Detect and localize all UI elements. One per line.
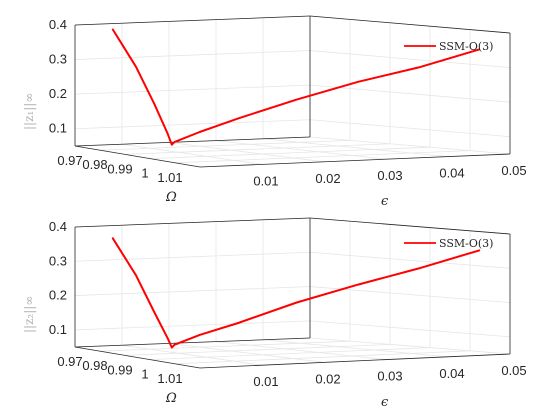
epsilon-tick-label: 0.01: [253, 173, 278, 188]
gridline-epsilon: [168, 142, 325, 163]
gridline-epsilon: [215, 341, 387, 360]
gridline-epsilon: [262, 138, 449, 157]
epsilon-tick-label: 0.05: [501, 363, 526, 378]
gridline-epsilon: [309, 136, 511, 155]
epsilon-axis-line: [199, 153, 511, 168]
gridline-z: [309, 251, 511, 269]
data-curves: [111, 237, 481, 349]
gridline-epsilon: [121, 143, 263, 165]
epsilon-tick-label: 0.01: [253, 374, 278, 389]
legend-label: SSM-O(3): [439, 237, 493, 250]
gridline-omega: [124, 344, 391, 356]
epsilon-tick-label: 0.04: [439, 166, 464, 181]
epsilon-axis-line: [199, 353, 511, 369]
gridline-z: [309, 119, 511, 138]
box-edge: [74, 217, 311, 228]
omega-axis-label: Ω: [165, 190, 177, 205]
gridline-z: [74, 320, 311, 331]
omega-axis-label: Ω: [165, 391, 177, 406]
omega-tick-label: 0.99: [107, 362, 132, 377]
gridline-omega: [99, 140, 351, 151]
gridline-z: [309, 320, 511, 338]
gridline-epsilon: [262, 339, 449, 358]
epsilon-tick-label: 0.03: [377, 168, 402, 183]
gridline-omega: [149, 347, 431, 360]
gridline-epsilon: [121, 344, 263, 366]
box-edge: [309, 217, 511, 235]
omega-axis-line: [74, 346, 201, 369]
omega-tick-label: 1: [141, 166, 148, 181]
omega-tick-label: 0.98: [82, 157, 107, 172]
box-edge: [309, 15, 511, 34]
gridline-omega: [149, 146, 431, 159]
omega-tick-label: 1: [141, 367, 148, 382]
legend: SSM-O(3): [404, 237, 493, 250]
gridline-omega: [99, 340, 351, 352]
box-edge: [74, 15, 311, 26]
gridline-z: [74, 251, 311, 262]
grid-lines: [74, 15, 511, 165]
omega-axis-line: [74, 145, 201, 168]
box-edge: [74, 337, 311, 348]
legend: SSM-O(3): [404, 40, 493, 53]
axes-box: [74, 15, 511, 168]
gridline-omega: [124, 143, 391, 155]
z2-norm-axis-label: ||z₂||∞: [22, 296, 36, 333]
data-curves: [111, 28, 481, 146]
tick-labels: 0.1 0.2 0.3 0.4 0.97 0.98 0.99 1 1.01 0.01 0.02 0.0…: [49, 219, 527, 389]
epsilon-axis-label: ϵ: [381, 395, 389, 410]
gridline-epsilon: [215, 140, 387, 160]
z1-norm-axis-label: ||z₁||∞: [22, 93, 36, 130]
omega-tick-label: 1.01: [157, 170, 182, 185]
z-tick-label: 0.3: [49, 52, 67, 67]
gridline-z: [74, 50, 311, 60]
epsilon-tick-label: 0.02: [315, 171, 340, 186]
gridline-z: [309, 50, 511, 68]
omega-tick-label: 0.97: [57, 153, 82, 168]
z-tick-label: 0.3: [49, 253, 67, 268]
z-tick-label: 0.2: [49, 86, 67, 101]
omega-tick-label: 0.98: [82, 358, 107, 373]
gridline-epsilon: [309, 337, 511, 355]
legend-label: SSM-O(3): [439, 40, 493, 53]
gridline-omega: [174, 150, 471, 164]
z-tick-label: 0.4: [49, 17, 67, 32]
gridline-z: [74, 286, 311, 296]
gridline-epsilon: [168, 343, 325, 363]
omega-tick-label: 1.01: [157, 371, 182, 386]
axes-box: [74, 217, 511, 369]
box-edge: [74, 136, 311, 147]
z-tick-label: 0.4: [49, 219, 67, 234]
series-line: [111, 237, 481, 349]
series-line: [111, 28, 481, 146]
epsilon-tick-label: 0.02: [315, 371, 340, 386]
epsilon-axis-label: ϵ: [381, 194, 389, 209]
tick-labels: 0.1 0.2 0.3 0.4 0.97 0.98 0.99 1 1.01 0.01 0.02 0.0…: [49, 17, 527, 188]
z-tick-label: 0.1: [49, 121, 67, 136]
top-plot: 0.1 0.2 0.3 0.4 0.97 0.98 0.99 1 1.01 0.01 0.02 0.0…: [22, 15, 527, 209]
omega-tick-label: 0.99: [107, 161, 132, 176]
epsilon-tick-label: 0.04: [439, 366, 464, 381]
omega-tick-label: 0.97: [57, 354, 82, 369]
gridline-omega: [174, 350, 471, 365]
z-tick-label: 0.1: [49, 322, 67, 337]
bottom-plot: 0.1 0.2 0.3 0.4 0.97 0.98 0.99 1 1.01 0.01 0.02 0.0…: [22, 217, 527, 410]
epsilon-tick-label: 0.03: [377, 369, 402, 384]
gridline-z: [74, 84, 311, 95]
gridline-z: [309, 84, 511, 103]
z-tick-label: 0.2: [49, 288, 67, 303]
epsilon-tick-label: 0.05: [501, 163, 526, 178]
gridline-z: [74, 119, 311, 130]
